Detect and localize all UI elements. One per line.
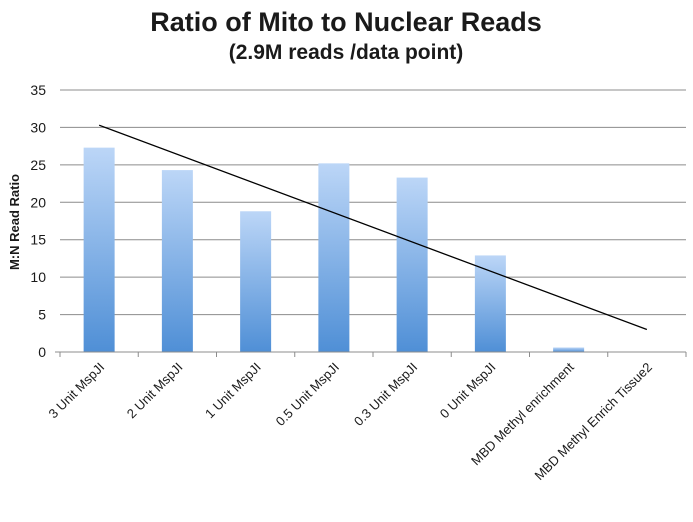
- x-tick-label: 0 Unit MspJI: [437, 360, 499, 422]
- y-axis-ticks: 0 5 10 15 20 25 30 35: [30, 82, 46, 360]
- trendline: [98, 124, 648, 331]
- bar: [161, 170, 193, 352]
- trendline-group: [98, 124, 648, 331]
- y-tick-label: 25: [30, 157, 46, 173]
- bars: [83, 147, 663, 353]
- x-tick-label: 1 Unit MspJI: [202, 360, 264, 422]
- y-tick-label: 0: [38, 344, 46, 360]
- grid: [60, 89, 686, 316]
- x-tick-label: 3 Unit MspJI: [46, 360, 108, 422]
- y-tick-label: 35: [30, 82, 46, 98]
- y-tick-label: 15: [30, 232, 46, 248]
- y-tick-label: 10: [30, 269, 46, 285]
- x-tick-label: 0.3 Unit MspJI: [351, 360, 420, 429]
- bar: [83, 147, 115, 352]
- y-tick-label: 30: [30, 119, 46, 135]
- x-tick-label: 0.5 Unit MspJI: [273, 360, 342, 429]
- bar: [240, 211, 272, 352]
- x-tick-label: 2 Unit MspJI: [124, 360, 186, 422]
- y-tick-label: 5: [38, 307, 46, 323]
- y-tick-label: 20: [30, 194, 46, 210]
- y-axis-label: M:N Read Ratio: [7, 174, 22, 270]
- bar: [474, 255, 506, 352]
- x-axis-labels: 3 Unit MspJI 2 Unit MspJI 1 Unit MspJI 0.5 …: [46, 359, 655, 483]
- x-axis: [55, 351, 687, 357]
- chart-title: Ratio of Mito to Nuclear Reads: [150, 7, 542, 37]
- bar: [318, 163, 350, 352]
- chart-subtitle: (2.9M reads /data point): [229, 41, 464, 64]
- bar: [553, 347, 585, 352]
- bar: [396, 177, 428, 352]
